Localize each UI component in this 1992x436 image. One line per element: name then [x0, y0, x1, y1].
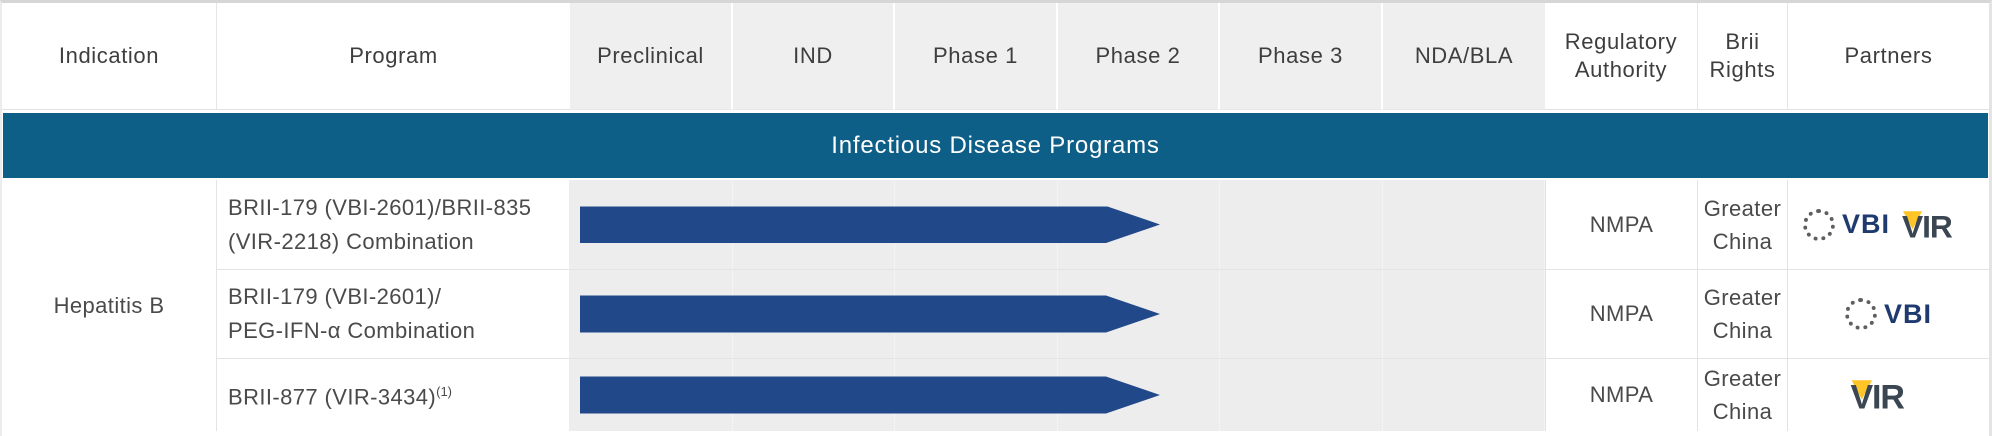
svg-text:VIR: VIR: [1850, 379, 1904, 412]
vbi-logo: VBI: [1802, 208, 1890, 241]
program-label: BRII-877 (VIR-3434)(1): [228, 384, 453, 410]
program-label: BRII-179 (VBI-2601)/ PEG-IFN-α Combinati…: [228, 284, 476, 343]
column-header-partners: Partners: [1788, 3, 1989, 110]
column-header-nda-bla: NDA/BLA: [1383, 3, 1545, 110]
phase-slot-phase-2: [1058, 359, 1220, 431]
program-label: BRII-179 (VBI-2601)/BRII-835 (VIR-2218) …: [228, 194, 532, 254]
brii-rights-value: Greater China: [1703, 285, 1782, 343]
phase-progress-track: [570, 270, 1545, 359]
section-banner: Infectious Disease Programs: [3, 113, 1988, 178]
indication-cell: Hepatitis B: [2, 180, 217, 431]
regulatory-authority-value: NMPA: [1589, 382, 1654, 407]
column-header-ind: IND: [733, 3, 895, 110]
footnote-superscript: (1): [436, 384, 453, 400]
phase-arrow: [580, 206, 1160, 243]
partners-cell: VBI VIR: [1788, 180, 1989, 270]
phase-slot-nda-bla: [1383, 180, 1545, 269]
column-header-indication: Indication: [2, 3, 217, 110]
regulatory-authority-cell: NMPA: [1545, 359, 1698, 431]
column-header-preclinical: Preclinical: [570, 3, 733, 110]
brii-rights-value: Greater China: [1703, 366, 1782, 424]
section-banner-title: Infectious Disease Programs: [831, 131, 1160, 159]
phase-slot-phase-3: [1220, 180, 1383, 269]
partners-cell: VIR: [1788, 359, 1989, 431]
section-banner-cell: Infectious Disease Programs: [2, 110, 1989, 180]
brii-rights-cell: Greater China: [1698, 359, 1788, 431]
vbi-logo: VBI: [1844, 298, 1932, 330]
brii-rights-cell: Greater China: [1698, 180, 1788, 270]
vbi-ring-icon: [1802, 208, 1835, 241]
column-header-phase-1: Phase 1: [895, 3, 1058, 110]
partners-cell: VBI: [1788, 270, 1989, 359]
column-header-brii-rights: Brii Rights: [1698, 3, 1788, 110]
program-cell: BRII-179 (VBI-2601)/BRII-835 (VIR-2218) …: [217, 180, 570, 270]
regulatory-authority-value: NMPA: [1589, 301, 1654, 326]
vir-logo: VIR: [1850, 379, 1905, 412]
phase-slot-phase-2: [1058, 180, 1220, 269]
column-header-phase-3: Phase 3: [1220, 3, 1383, 110]
phase-slot-phase-3: [1220, 270, 1383, 358]
program-cell: BRII-179 (VBI-2601)/ PEG-IFN-α Combinati…: [217, 270, 570, 359]
regulatory-authority-value: NMPA: [1589, 211, 1654, 237]
vbi-ring-icon: [1844, 298, 1877, 330]
phase-slot-nda-bla: [1383, 359, 1545, 431]
column-header-phase-2: Phase 2: [1058, 3, 1220, 110]
regulatory-authority-cell: NMPA: [1545, 270, 1698, 359]
svg-text:VIR: VIR: [1902, 209, 1953, 241]
vir-logo: VIR: [1902, 209, 1954, 241]
phase-slot-phase-2: [1058, 270, 1220, 358]
column-header-program: Program: [217, 3, 570, 110]
column-header-regulatory-authority: Regulatory Authority: [1545, 3, 1698, 110]
indication-label: Hepatitis B: [53, 292, 165, 318]
program-cell: BRII-877 (VIR-3434)(1): [217, 359, 570, 431]
phase-progress-track: [570, 359, 1545, 431]
phase-slot-phase-3: [1220, 359, 1383, 431]
regulatory-authority-cell: NMPA: [1545, 180, 1698, 270]
phase-slot-nda-bla: [1383, 270, 1545, 358]
phase-arrow: [580, 377, 1160, 414]
brii-rights-cell: Greater China: [1698, 270, 1788, 359]
phase-progress-track: [570, 180, 1545, 270]
brii-rights-value: Greater China: [1703, 195, 1782, 254]
phase-arrow: [580, 296, 1160, 333]
